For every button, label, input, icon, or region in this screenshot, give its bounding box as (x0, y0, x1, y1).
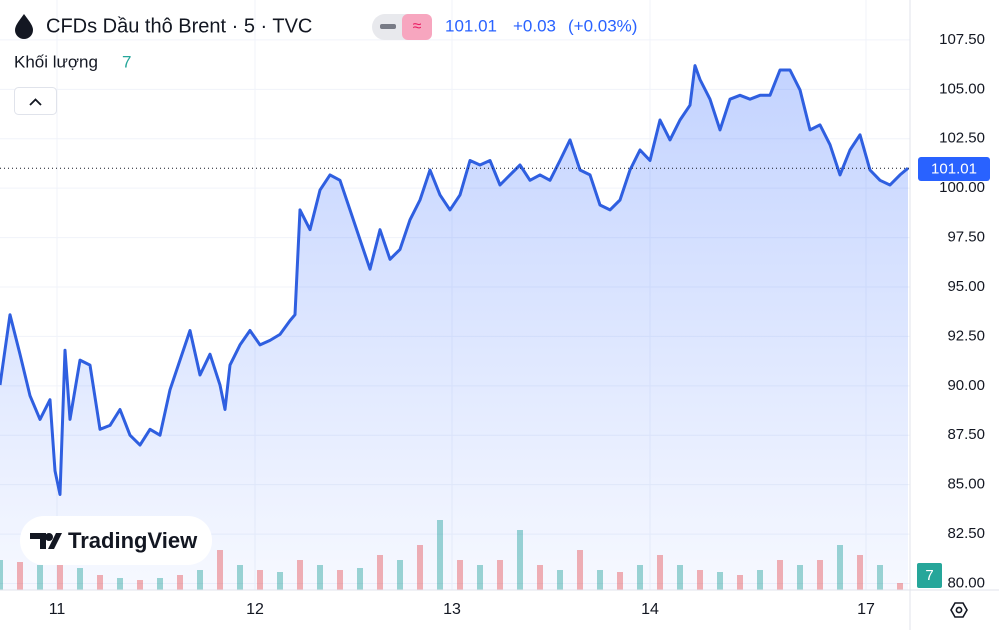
y-tick-label: 97.50 (947, 229, 985, 246)
change-pct: (+0.03%) (568, 16, 637, 35)
watermark-box (20, 516, 212, 565)
volume-value: 7 (122, 52, 131, 71)
y-tick-label: 80.00 (947, 574, 985, 591)
y-tick-label: 95.00 (947, 278, 985, 295)
last-price: 101.01 (445, 16, 497, 35)
x-tick-label: 11 (49, 601, 66, 618)
change: +0.03 (513, 16, 556, 35)
price-line (0, 64, 909, 496)
area-fill (0, 65, 908, 591)
volume-label: Khối lượng (14, 52, 98, 71)
collapse-icon (29, 98, 42, 106)
y-tick-label: 105.00 (939, 80, 985, 97)
collapse-button[interactable] (14, 87, 57, 115)
price-tag-label: 101.01 (931, 160, 977, 177)
x-tick-label: 12 (246, 601, 264, 618)
watermark-logo (30, 533, 62, 549)
x-tick-label: 14 (641, 601, 659, 618)
y-tick-label: 102.50 (939, 130, 985, 147)
volume-tag-label: 7 (925, 567, 933, 584)
volume-tag (917, 563, 942, 588)
toggle-icon (380, 24, 396, 29)
x-tick-label: 13 (443, 601, 461, 618)
y-tick-label: 92.50 (947, 327, 985, 344)
toggle-active[interactable] (402, 14, 432, 40)
y-tick-label: 100.00 (939, 179, 985, 196)
chart-title: CFDs Dầu thô Brent · 5 · TVC (46, 15, 312, 37)
y-tick-label: 107.50 (939, 31, 985, 48)
symbol-icon (15, 14, 33, 39)
toggle-icon: ≈ (413, 18, 422, 35)
x-tick-label: 17 (857, 601, 875, 618)
watermark: TradingView (68, 528, 198, 553)
settings-icon[interactable] (950, 602, 968, 618)
price-tag (918, 157, 990, 181)
y-tick-label: 82.50 (947, 525, 985, 542)
y-tick-label: 87.50 (947, 426, 985, 443)
y-tick-label: 90.00 (947, 377, 985, 394)
settings-icon (955, 606, 963, 614)
y-tick-label: 85.00 (947, 476, 985, 493)
